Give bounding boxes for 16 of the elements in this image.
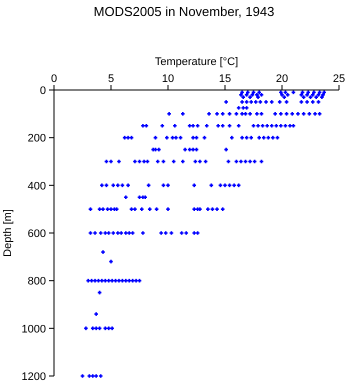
y-tick-label: 1000 bbox=[22, 323, 46, 336]
x-tick-label: 5 bbox=[108, 73, 114, 85]
x-tick-label: 0 bbox=[50, 73, 58, 85]
y-tick-label: 400 bbox=[28, 180, 46, 192]
x-tick-label: 15 bbox=[218, 73, 232, 85]
x-axis-title: Temperature [°C] bbox=[154, 56, 238, 68]
chart-title: MODS2005 in November, 1943 bbox=[94, 4, 274, 19]
x-tick-label: 25 bbox=[332, 73, 346, 85]
y-tick-label: 200 bbox=[28, 132, 46, 145]
y-tick-label: 800 bbox=[28, 276, 46, 288]
x-tick-label: 20 bbox=[276, 73, 288, 85]
y-axis-title: Depth [m] bbox=[2, 209, 14, 257]
y-tick-label: 0 bbox=[40, 85, 46, 97]
y-tick-label: 1200 bbox=[22, 371, 46, 383]
y-tick-label: 600 bbox=[28, 228, 46, 240]
x-tick-label: 10 bbox=[162, 73, 174, 85]
